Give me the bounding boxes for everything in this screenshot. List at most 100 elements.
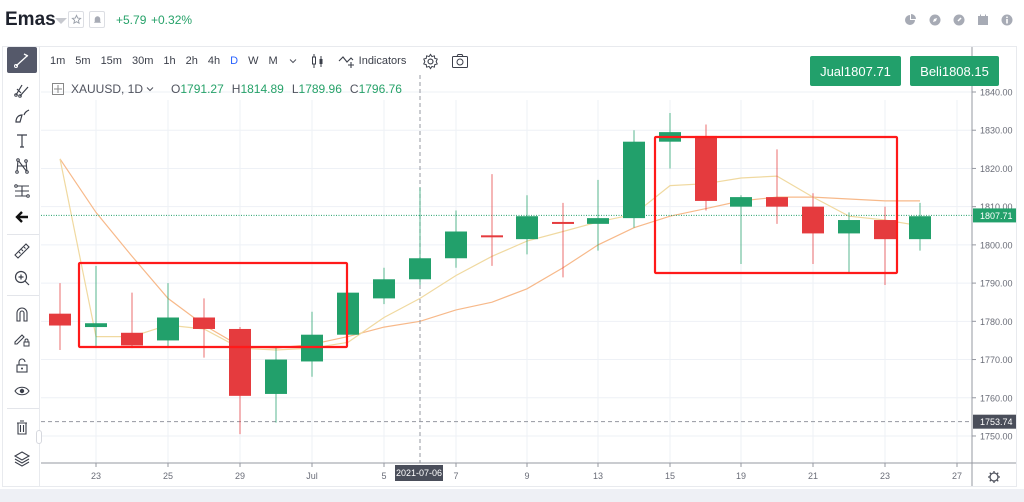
compass-icon[interactable]	[929, 14, 941, 26]
candle-up[interactable]	[265, 359, 287, 394]
candle-down[interactable]	[766, 197, 788, 207]
prediction-tool[interactable]	[7, 178, 37, 204]
timeframe-4h[interactable]: 4h	[207, 55, 221, 67]
symbol-title[interactable]: Emas	[5, 9, 56, 30]
time-axis-label: 21	[808, 471, 818, 481]
timeframe-1m[interactable]: 1m	[50, 55, 66, 67]
settings-gear-icon[interactable]	[422, 53, 439, 70]
timeframe-2h[interactable]: 2h	[185, 55, 198, 67]
low-value: 1789.96	[298, 82, 342, 96]
timeframe-w[interactable]: W	[248, 55, 259, 67]
time-axis-label: 15	[665, 471, 675, 481]
annotation-rectangle[interactable]	[653, 135, 899, 275]
low-label: L	[291, 82, 299, 96]
timeframe-1h[interactable]: 1h	[163, 55, 176, 67]
candle-up[interactable]	[623, 141, 645, 219]
candle-down[interactable]	[481, 235, 503, 238]
symbol-interval[interactable]: XAUUSD, 1D	[71, 82, 144, 96]
crosshair-date-label: 2021-07-06	[396, 468, 442, 478]
annotation-rectangle[interactable]	[77, 261, 349, 349]
favorite-star-button[interactable]	[68, 11, 84, 28]
collapse-toolbar-handle[interactable]	[36, 430, 42, 444]
trash-icon	[17, 420, 27, 435]
layers-icon	[13, 451, 31, 467]
fib-icon	[14, 84, 29, 98]
lock-drawings-tool[interactable]	[7, 326, 37, 352]
brush-tool[interactable]	[7, 103, 37, 129]
candle-up[interactable]	[516, 216, 538, 240]
timeframe-5m[interactable]: 5m	[75, 55, 91, 67]
calendar-icon[interactable]	[977, 14, 989, 26]
candle-up[interactable]	[409, 258, 431, 280]
last-price-badge	[973, 208, 1016, 223]
lock-drawing-icon	[14, 334, 30, 347]
chevron-down-icon[interactable]	[145, 84, 155, 94]
trend-line-tool[interactable]	[7, 47, 37, 73]
gear-tooth	[989, 472, 999, 482]
price-change-percent: +0.32%	[151, 13, 193, 27]
timeframe-30m[interactable]: 30m	[131, 55, 154, 67]
candle-down[interactable]	[874, 220, 896, 240]
text-tool[interactable]	[7, 128, 37, 154]
price-axis-label: 1780.00	[980, 317, 1013, 327]
indicators-button[interactable]: Indicators	[358, 55, 407, 67]
drawing-toolbar	[3, 47, 42, 486]
candle-up[interactable]	[445, 231, 467, 259]
delete-drawings-tool[interactable]	[7, 414, 37, 440]
open-value: 1791.27	[180, 82, 224, 96]
info-icon[interactable]	[1001, 14, 1013, 26]
close-value: 1796.76	[358, 82, 402, 96]
expand-legend-icon[interactable]	[52, 83, 64, 95]
candle-down[interactable]	[229, 328, 251, 396]
pie-chart-icon[interactable]	[904, 14, 916, 26]
time-axis-label: 27	[952, 471, 962, 481]
price-axis-label: 1790.00	[980, 279, 1013, 289]
symbol-dropdown-icon[interactable]	[55, 18, 67, 24]
candle-up[interactable]	[838, 220, 860, 234]
time-axis-label: 23	[880, 471, 890, 481]
candle-up[interactable]	[373, 279, 395, 299]
unlock-icon	[16, 358, 28, 373]
object-tree-tool[interactable]	[7, 445, 37, 471]
magnet-tool[interactable]	[7, 301, 37, 327]
clock-icon[interactable]	[953, 14, 965, 26]
candle-down[interactable]	[49, 313, 71, 326]
candle-down[interactable]	[193, 317, 215, 329]
timeframe-m[interactable]: M	[268, 55, 278, 67]
buy-button[interactable]: Beli 1808.15	[910, 56, 999, 86]
back-arrow-icon	[15, 211, 28, 223]
close-label: C	[349, 82, 359, 96]
candle-type-icon[interactable]	[310, 53, 326, 69]
visibility-tool[interactable]	[7, 378, 37, 404]
timeframe-d[interactable]: D	[230, 55, 239, 67]
candle-down[interactable]	[695, 135, 717, 201]
camera-icon[interactable]	[451, 53, 469, 69]
time-axis-label: 29	[235, 471, 245, 481]
candle-down[interactable]	[552, 221, 574, 224]
zoom-in-tool[interactable]	[7, 265, 37, 291]
back-button[interactable]	[7, 204, 37, 230]
candle-up[interactable]	[157, 317, 179, 341]
unlock-tool[interactable]	[7, 352, 37, 378]
candle-down[interactable]	[121, 332, 143, 346]
chevron-down-icon[interactable]	[288, 56, 298, 66]
ruler-tool[interactable]	[7, 238, 37, 264]
pattern-tool[interactable]	[7, 153, 37, 179]
candle-down[interactable]	[802, 206, 824, 234]
candle-up[interactable]	[909, 216, 931, 240]
magnet-icon	[16, 307, 28, 322]
axis-settings-icon[interactable]	[989, 472, 999, 482]
fib-tool[interactable]	[7, 77, 37, 103]
alert-bell-button[interactable]	[89, 11, 105, 28]
candle-up[interactable]	[587, 218, 609, 224]
sell-price: 1807.71	[843, 63, 891, 79]
price-change-absolute: +5.79	[116, 13, 147, 27]
timeframe-15m[interactable]: 15m	[100, 55, 122, 67]
bell-icon	[93, 16, 101, 24]
candle-up[interactable]	[730, 197, 752, 207]
indicators-icon[interactable]	[338, 53, 356, 69]
bottom-panel-strip	[0, 489, 1024, 502]
sell-button[interactable]: Jual 1807.71	[810, 56, 901, 86]
candle-up[interactable]	[85, 323, 107, 328]
